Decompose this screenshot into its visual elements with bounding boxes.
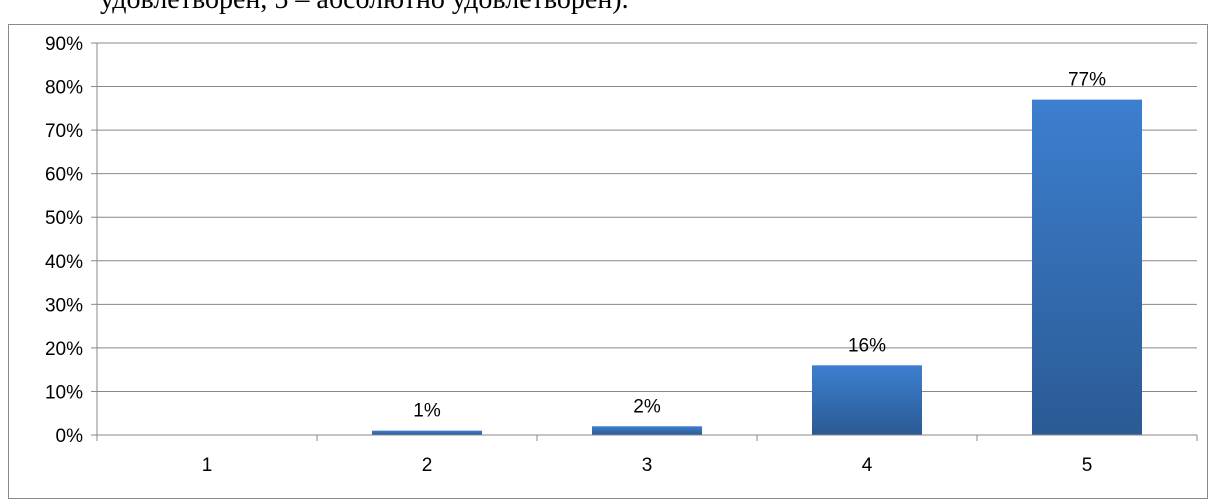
x-tick-label: 2 xyxy=(422,455,433,476)
data-labels: 1% 2% 16% 77% xyxy=(413,70,1106,422)
y-tick-label: 20% xyxy=(45,339,83,360)
y-tick-label: 10% xyxy=(45,382,83,403)
bar-chart: 0% 10% 20% 30% 40% 50% 60% 70% 80% 90% 1% 2% 16% 77%… xyxy=(45,34,1198,476)
chart-frame: 0% 10% 20% 30% 40% 50% 60% 70% 80% 90% 1% 2% 16% 77%… xyxy=(8,24,1208,499)
x-tick-label: 3 xyxy=(642,455,653,476)
y-tick-label: 50% xyxy=(45,208,83,229)
y-tick-label: 80% xyxy=(45,78,83,99)
bar-2 xyxy=(372,430,482,435)
y-tick-label: 60% xyxy=(45,165,83,186)
bar-5 xyxy=(1032,99,1142,435)
y-tick-label: 30% xyxy=(45,295,83,316)
y-tick-label: 70% xyxy=(45,121,83,142)
x-axis-tick-labels: 1 2 3 4 5 xyxy=(202,455,1093,476)
y-tick-label: 40% xyxy=(45,252,83,273)
document-caption-fragment: удовлетворен, 5 – абсолютно удовлетворен… xyxy=(100,0,629,16)
data-label-5: 77% xyxy=(1068,70,1106,91)
x-tick-label: 4 xyxy=(862,455,873,476)
data-label-4: 16% xyxy=(848,335,886,356)
axes xyxy=(96,43,1198,441)
data-label-3: 2% xyxy=(633,396,661,417)
bar-3 xyxy=(592,426,702,435)
x-tick-label: 1 xyxy=(202,455,213,476)
y-tick-label: 0% xyxy=(56,426,84,447)
x-tick-label: 5 xyxy=(1082,455,1093,476)
bars xyxy=(372,99,1142,435)
gridlines xyxy=(91,42,1197,436)
y-tick-label: 90% xyxy=(45,34,83,55)
y-axis-tick-labels: 0% 10% 20% 30% 40% 50% 60% 70% 80% 90% xyxy=(45,34,83,447)
data-label-2: 1% xyxy=(413,401,441,422)
bar-4 xyxy=(812,365,922,435)
